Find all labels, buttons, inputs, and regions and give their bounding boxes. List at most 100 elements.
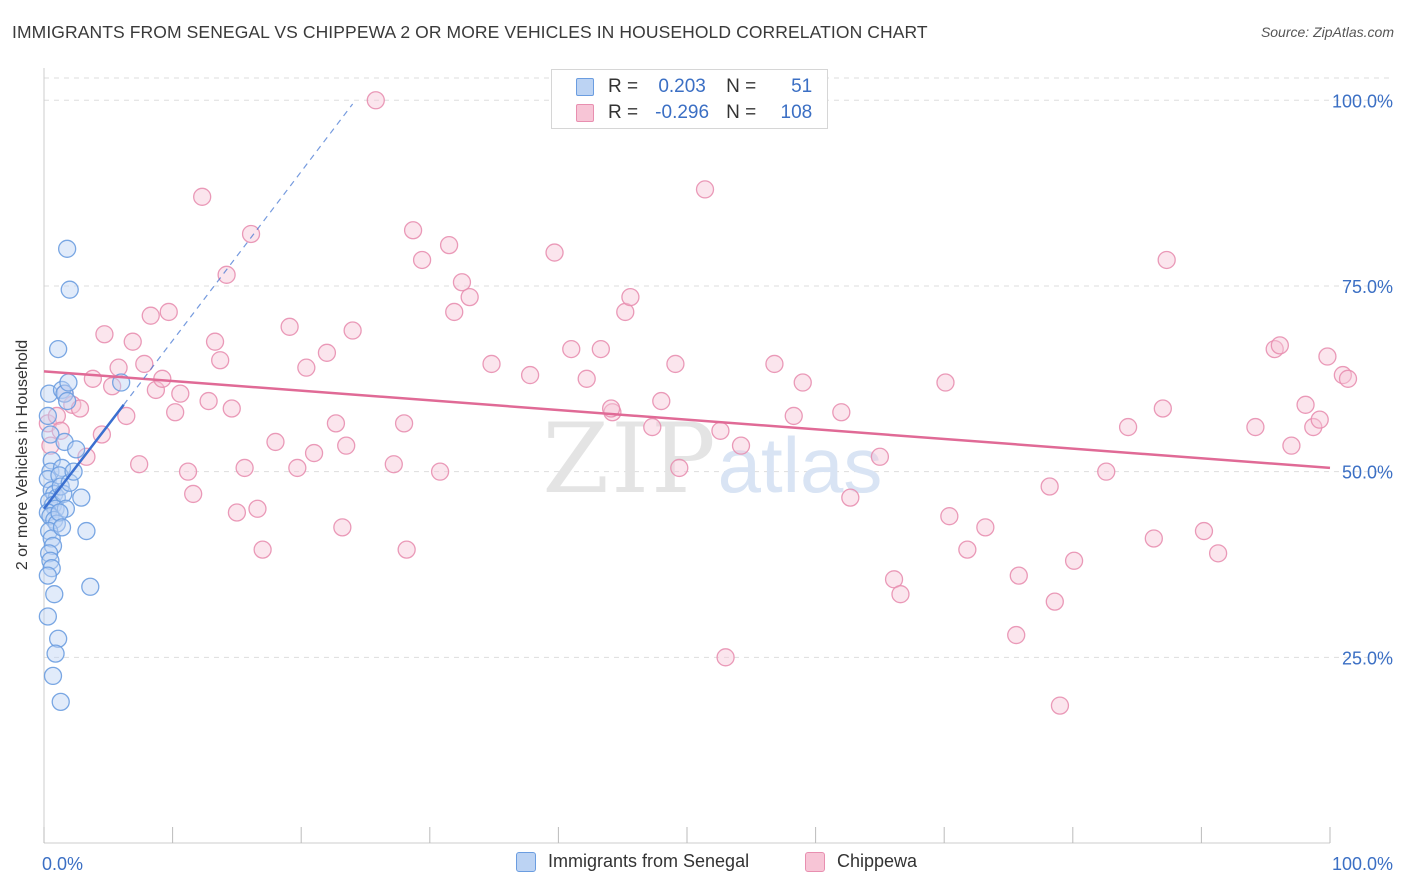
chippewa-point [716,648,735,667]
chippewa-point [652,391,671,411]
chippewa-point [936,373,955,392]
legend-item-chippewa[interactable]: Chippewa [805,851,917,872]
chippewa-point [412,250,432,270]
chippewa-point [670,458,689,478]
chippewa-point [430,462,450,481]
chippewa-point [178,462,198,481]
chippewa-point [1157,250,1176,270]
chippewa-point [253,540,272,559]
chippewa-point [141,306,160,325]
chippewa-point [1153,399,1172,418]
chippewa-point [1064,551,1084,570]
source-note: Source: ZipAtlas.com [1260,24,1394,40]
chippewa-point [793,373,812,392]
chippewa-swatch [576,104,594,122]
chippewa-point [235,458,254,478]
legend-r-label: R = [608,76,639,97]
chippewa-point [1194,521,1214,541]
chippewa-point [51,421,70,440]
chippewa-point [222,399,241,418]
chippewa-point [266,432,285,452]
legend-r-value: -0.296 [655,102,710,123]
chippewa-point [577,369,596,388]
senegal-point [38,566,58,585]
legend-item-senegal[interactable]: Immigrants from Senegal [516,851,749,872]
legend-label: Chippewa [837,851,918,871]
chippewa-point [870,447,890,466]
trend-lines [43,103,1331,510]
chippewa-point [1304,417,1323,437]
chippewa-point [591,339,610,359]
senegal-point [77,521,96,541]
chippewa-point [366,91,385,110]
senegal-point [51,692,70,712]
legend-n-value: 108 [780,102,813,123]
senegal-point [57,391,77,411]
chart-title: IMMIGRANTS FROM SENEGAL VS CHIPPEWA 2 OR… [12,22,928,42]
y-axis-label: 2 or more Vehicles in Household [14,339,31,571]
senegal-point [38,607,58,626]
chippewa-point [217,265,236,284]
chippewa-point [297,358,316,377]
chippewa-point [205,332,225,351]
series-legend: Immigrants from Senegal Chippewa [0,851,1406,879]
chippewa-point [171,384,190,403]
watermark-zip: ZIP [542,403,717,515]
chippewa-point [109,358,128,377]
legend-n-label: N = [726,102,757,123]
y-tick-label: 25.0% [1342,648,1393,668]
stats-legend: R = 0.203 N = 51 R = -0.296 N = 108 [551,69,828,129]
chippewa-point [1007,625,1026,645]
chippewa-point [337,436,356,455]
x-tick-label: 0.0% [42,854,83,874]
senegal-trend-line [43,404,125,510]
chippewa-point [711,421,730,440]
chippewa-point [1208,544,1228,563]
chippewa-point [184,484,203,504]
chippewa-point [95,325,114,344]
chippewa-point [940,507,959,526]
senegal-point [72,488,91,507]
senegal-point [52,518,72,537]
chippewa-point [241,224,261,244]
y-tick-label: 50.0% [1342,463,1393,483]
chippewa-point [1246,417,1265,437]
legend-label: Immigrants from Senegal [548,851,750,871]
chippewa-point [1318,347,1337,366]
chippewa-point [731,436,751,455]
chippewa-point [520,365,540,385]
chippewa-point [695,180,715,199]
senegal-point [48,629,68,648]
gridlines [44,77,1392,658]
chippewa-point [83,369,103,388]
chippewa-point [1118,417,1138,437]
chippewa-point [958,540,977,559]
senegal-point [38,406,58,426]
chippewa-point [482,354,501,374]
chippewa-legend-swatch [805,851,825,872]
senegal-point [81,577,100,596]
senegal-point [46,644,65,663]
legend-n-label: N = [726,76,757,97]
chippewa-point [135,354,154,374]
chippewa-point [211,351,230,370]
chippewa-point [1282,436,1301,455]
x-tick-label: 100.0% [1332,854,1393,874]
senegal-point [55,384,74,403]
chippewa-point [1144,529,1163,548]
tick-labels: 25.0% 50.0% 75.0% 100.0% 0.0% 100.0% [42,91,1393,874]
chippewa-point [77,447,96,466]
chippewa-point [841,488,860,507]
senegal-point [57,239,77,258]
chippewa-point [333,518,352,537]
chippewa-point [621,287,640,307]
chippewa-point [166,403,185,422]
chippewa-point [1310,410,1329,429]
senegal-legend-swatch [516,851,536,872]
chippewa-point [643,417,662,437]
chippewa-point [117,406,136,426]
chippewa-point [317,343,337,362]
chippewa-point [666,354,685,374]
senegal-point [42,529,61,548]
senegal-point [67,440,86,459]
